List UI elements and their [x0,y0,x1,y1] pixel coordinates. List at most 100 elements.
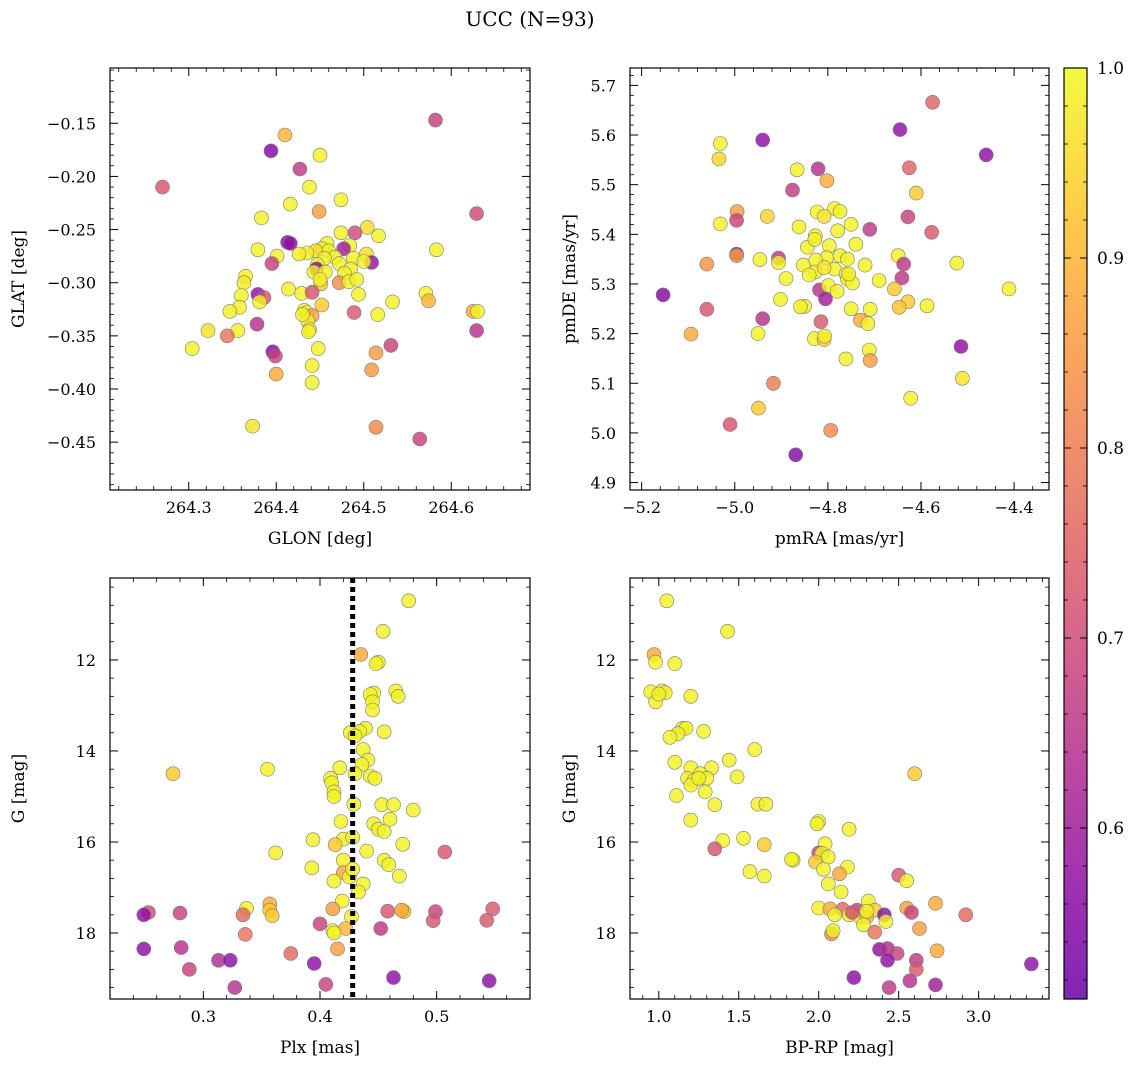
scatter-point [351,287,366,302]
scatter-point [832,866,847,882]
y-tick-label: −0.40 [47,380,96,399]
scatter-point [421,293,436,309]
scatter-point [846,970,862,985]
scatter-point [756,868,772,884]
y-tick-label: 14 [596,742,616,761]
scatter-point [788,447,804,463]
scatter-point [425,913,441,929]
scatter-point [376,824,392,839]
y-tick-label: 4.9 [591,474,616,493]
axes-frame [109,577,531,1000]
scatter-point [390,688,406,704]
scatter-point [381,857,397,873]
scatter-point [383,338,399,353]
scatter-points [643,593,1039,995]
scatter-point [750,326,766,341]
y-tick-label: 16 [596,833,616,852]
scatter-point [395,836,411,852]
scatter-point [816,260,832,275]
x-axis-label: BP-RP [mag] [785,1038,894,1058]
scatter-point [326,789,342,804]
x-tick-label: −4.4 [995,498,1034,517]
scatter-point [368,345,384,361]
x-axis-label: GLON [deg] [268,529,372,549]
y-tick-label: −0.25 [47,221,96,240]
scatter-point [485,901,501,917]
x-tick-label: 1.5 [726,1007,751,1026]
scatter-point [281,281,296,297]
y-tick-label: −0.30 [47,274,96,293]
y-tick-label: −0.20 [47,167,96,186]
scatter-point [302,179,317,195]
y-tick-label: 14 [76,742,96,761]
scatter-point [919,298,935,314]
scatter-point [857,257,873,273]
y-tick-label: 16 [76,833,96,852]
scatter-point [832,204,848,219]
scatter-point [821,238,837,253]
scatter-point [173,940,189,955]
scatter-point [801,267,817,283]
scatter-point [333,192,349,208]
scatter-point [437,844,453,860]
scatter-point [736,830,751,846]
scatter-point [375,623,391,639]
scatter-point [896,256,912,272]
scatter-point [862,353,878,368]
scatter-point [820,849,836,865]
scatter-point [729,248,744,263]
scatter-point [830,223,845,239]
scatter-point [332,760,348,776]
x-tick-label: 0.4 [307,1007,332,1026]
scatter-point [469,323,484,338]
scatter-point [755,132,771,148]
scatter-point [843,217,859,232]
scatter-point [818,291,833,307]
x-axis-label: Plx [mas] [280,1038,360,1058]
scatter-point [386,970,401,985]
scatter-point [327,837,343,853]
scatter-point [928,977,943,993]
y-tick-label: 5.2 [591,325,616,344]
x-tick-label: 0.3 [191,1007,216,1026]
scatter-point [784,851,799,867]
scatter-point [235,907,251,923]
scatter-point [929,943,945,959]
scatter-point [304,284,320,300]
x-tick-label: 0.5 [424,1007,449,1026]
scatter-point [729,213,744,228]
scatter-point [683,812,699,828]
panel-4: 1.0 1.5 2.0 2.5 3.0 12 14 16 18 BP-RP [mag] G [mag… [560,577,1050,1058]
scatter-point [955,370,970,386]
y-axis-label: GLAT [deg] [9,230,29,328]
scatter-point [347,225,363,241]
scatter-point [376,724,392,740]
scatter-point [833,884,849,900]
scatter-point [712,216,728,232]
scatter-point [900,209,916,225]
x-tick-label: 1.0 [646,1007,671,1026]
scatter-point [894,270,910,286]
scatter-point [722,417,738,432]
y-tick-label: 18 [76,924,96,943]
scatter-point [771,255,786,270]
scatter-point [696,724,711,739]
scatter-point [353,647,369,662]
scatter-point [330,941,345,957]
scatter-point [841,821,857,837]
scatter-point [823,423,839,438]
x-tick-label: −4.8 [808,498,847,517]
scatter-point [1024,956,1039,972]
y-tick-label: −0.45 [47,433,96,452]
y-tick-label: 5.5 [591,176,616,195]
scatter-point [667,656,683,671]
panel-1: 264.3 264.4 264.5 264.6 −0.45 −0.40 −0.35 −0.30… [9,67,531,549]
scatter-point [908,185,924,201]
y-tick-label: 5.3 [591,275,616,294]
scatter-point [683,326,699,342]
scatter-point [200,323,216,338]
scatter-point [949,255,965,271]
scatter-point [756,837,772,853]
scatter-point [391,868,407,884]
